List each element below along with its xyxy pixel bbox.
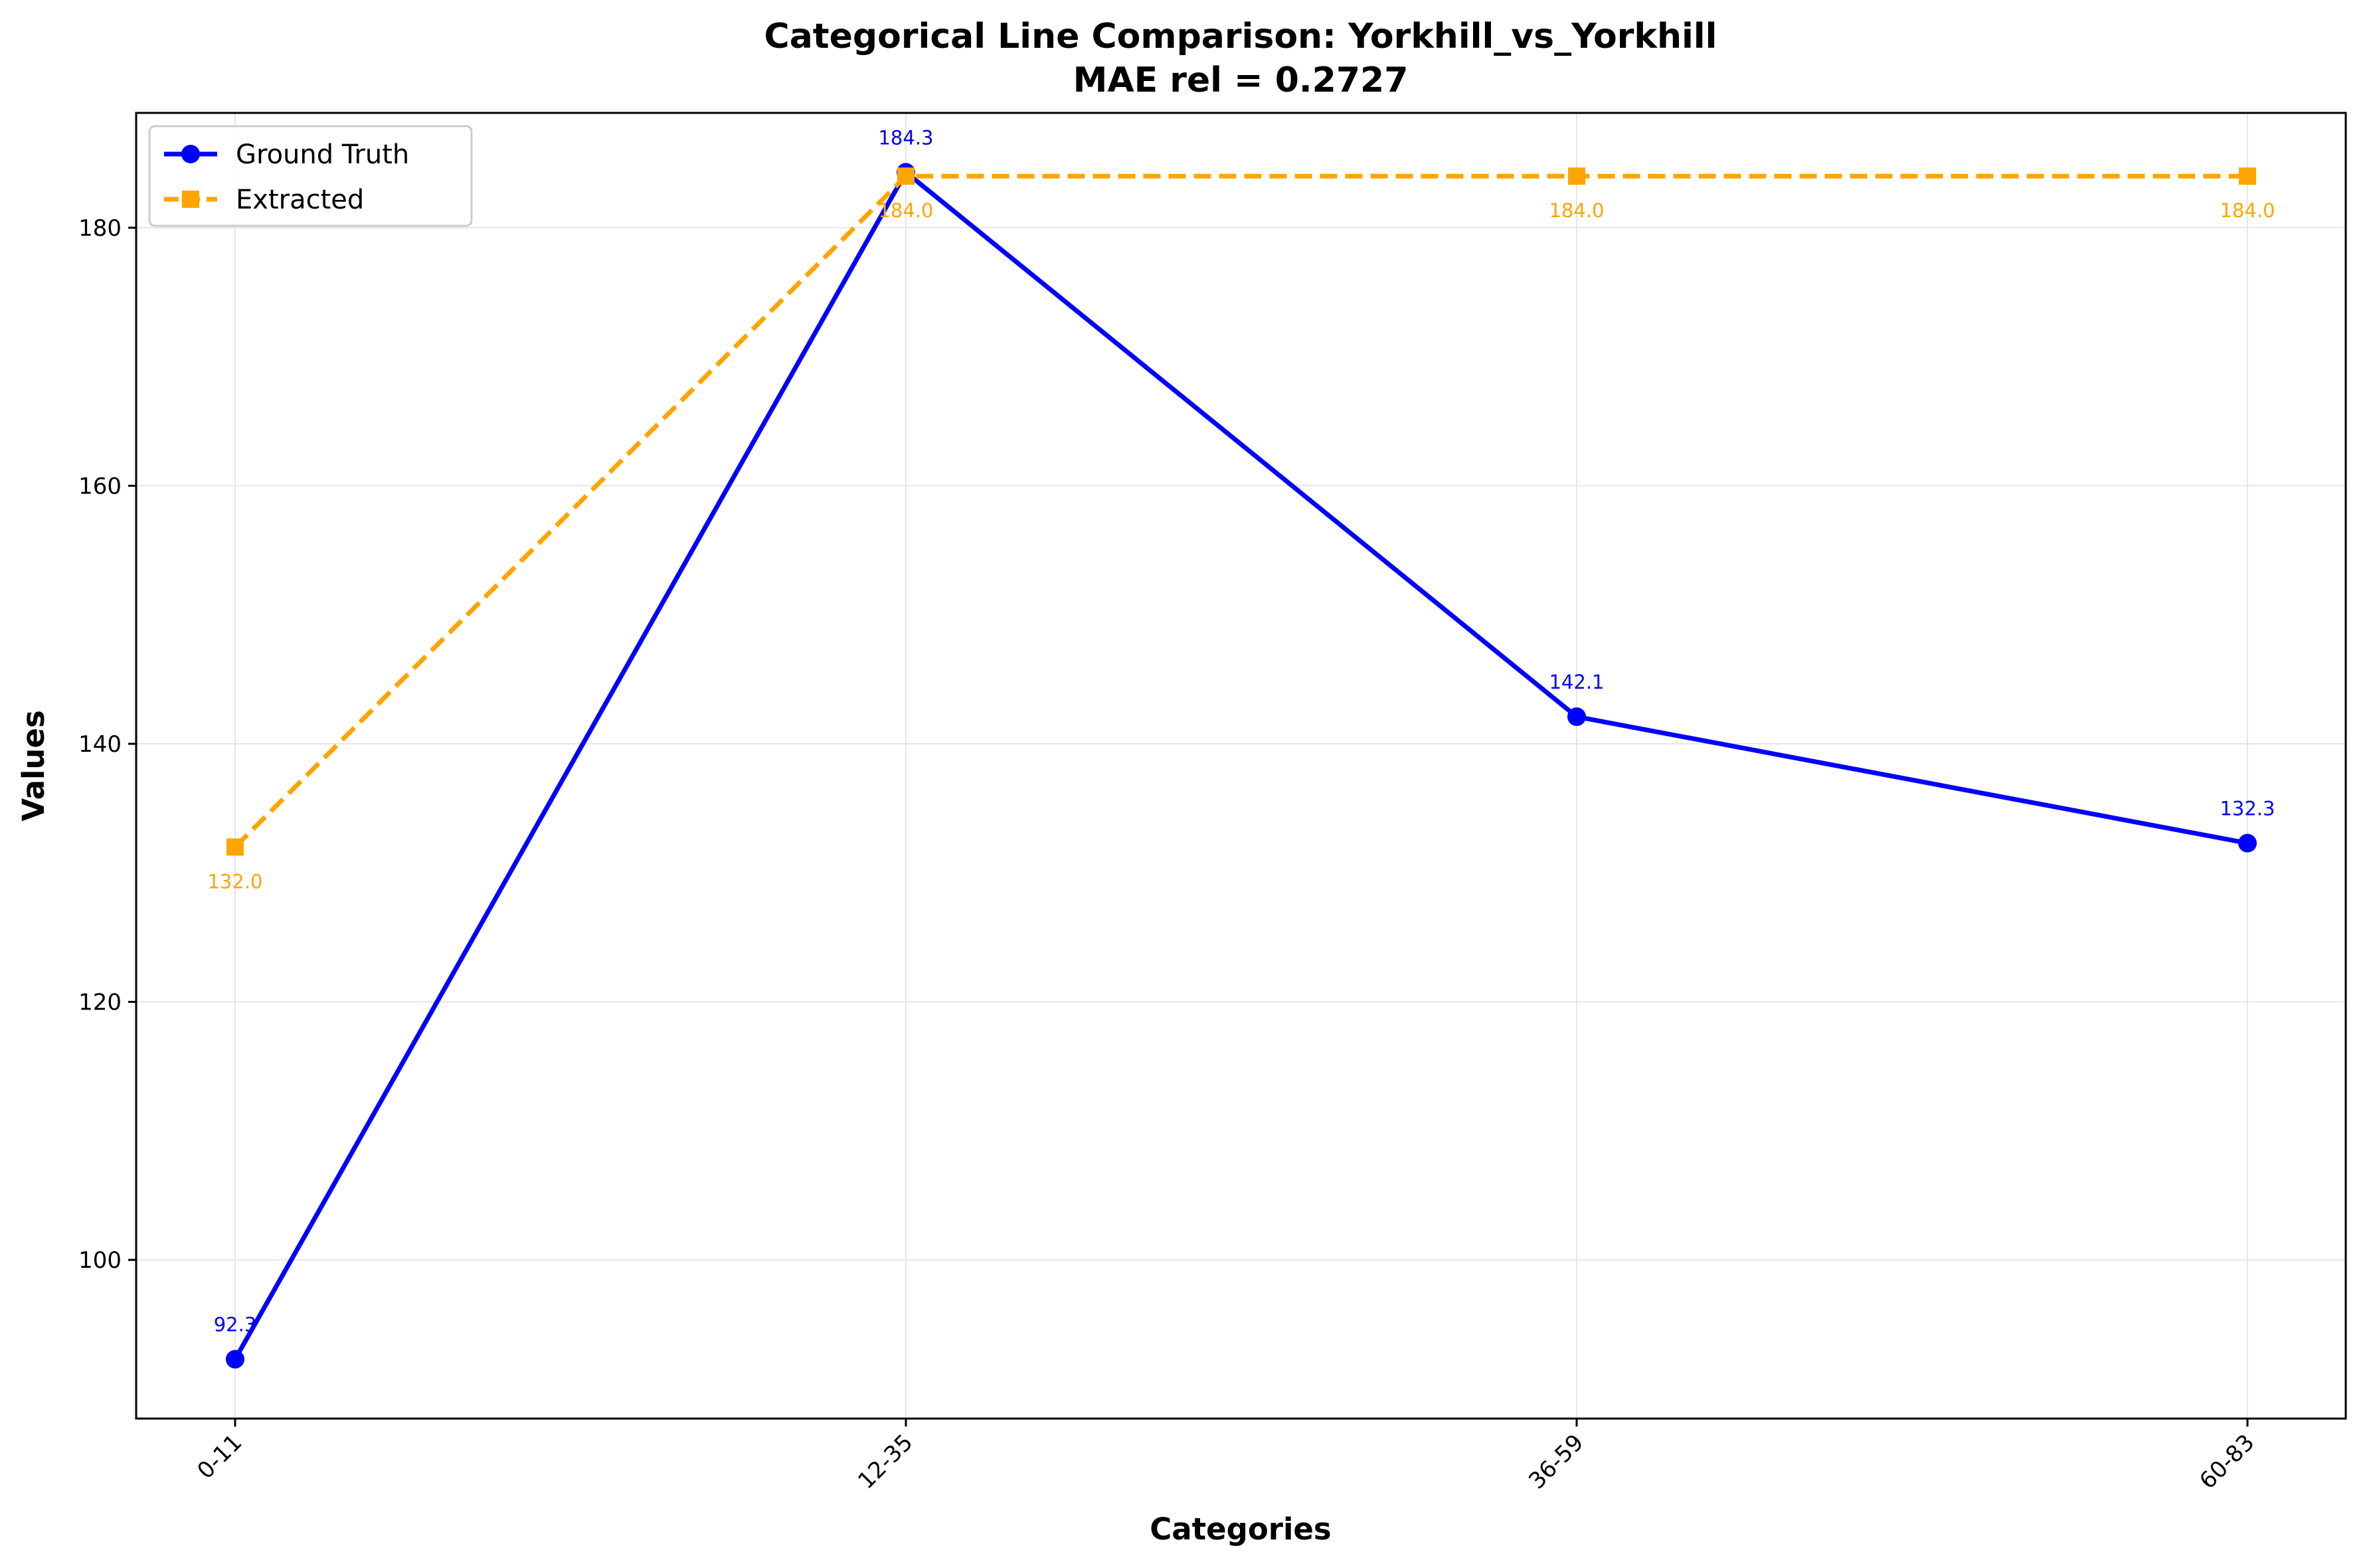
- legend-swatch-marker: [181, 145, 200, 163]
- series-1-data-label: 184.0: [878, 199, 933, 222]
- series-1-data-label: 132.0: [207, 870, 262, 893]
- series-0-data-label: 184.3: [878, 126, 933, 149]
- x-axis-label: Categories: [1150, 1512, 1331, 1547]
- y-axis-label: Values: [16, 710, 51, 822]
- y-tick-label: 140: [78, 731, 122, 758]
- y-tick-label: 100: [78, 1247, 122, 1274]
- series-1-point: [897, 167, 915, 185]
- legend-entry-label: Ground Truth: [236, 139, 409, 170]
- series-0-point: [2238, 833, 2257, 853]
- data-labels: 92.3 184.3 142.1 132.3 132.0 184.0 184.0 184.0: [207, 126, 2275, 1336]
- plot-series: [226, 163, 2257, 1369]
- legend: Ground Truth Extracted: [148, 125, 473, 227]
- plot-frame: [135, 112, 2347, 1420]
- legend-entry-label: Extracted: [236, 185, 364, 215]
- grid: [136, 113, 2346, 1419]
- series-1-point: [226, 838, 244, 856]
- series-line-1: [233, 173, 2247, 849]
- series-1-point: [1568, 167, 1585, 185]
- series-0-data-label: 92.3: [214, 1314, 257, 1336]
- chart-subtitle: MAE rel = 0.2727: [1073, 60, 1409, 100]
- legend-frame: [148, 125, 473, 227]
- series-0-point: [1567, 707, 1586, 727]
- series-0-data-label: 142.1: [1549, 671, 1604, 693]
- series-line-0: [232, 169, 2248, 1361]
- series-1-data-label: 184.0: [1549, 199, 1604, 222]
- series-1-data-label: 184.0: [2220, 199, 2275, 222]
- legend-swatch-marker: [182, 191, 199, 208]
- y-tick-label: 180: [78, 215, 122, 242]
- series-0-data-label: 132.3: [2220, 798, 2275, 820]
- y-tick-label: 160: [78, 473, 122, 499]
- y-tick-label: 120: [78, 990, 122, 1016]
- series-0-point: [226, 1350, 244, 1369]
- chart-title: Categorical Line Comparison: Yorkhill_vs…: [764, 17, 1717, 56]
- series-1-point: [2239, 167, 2256, 185]
